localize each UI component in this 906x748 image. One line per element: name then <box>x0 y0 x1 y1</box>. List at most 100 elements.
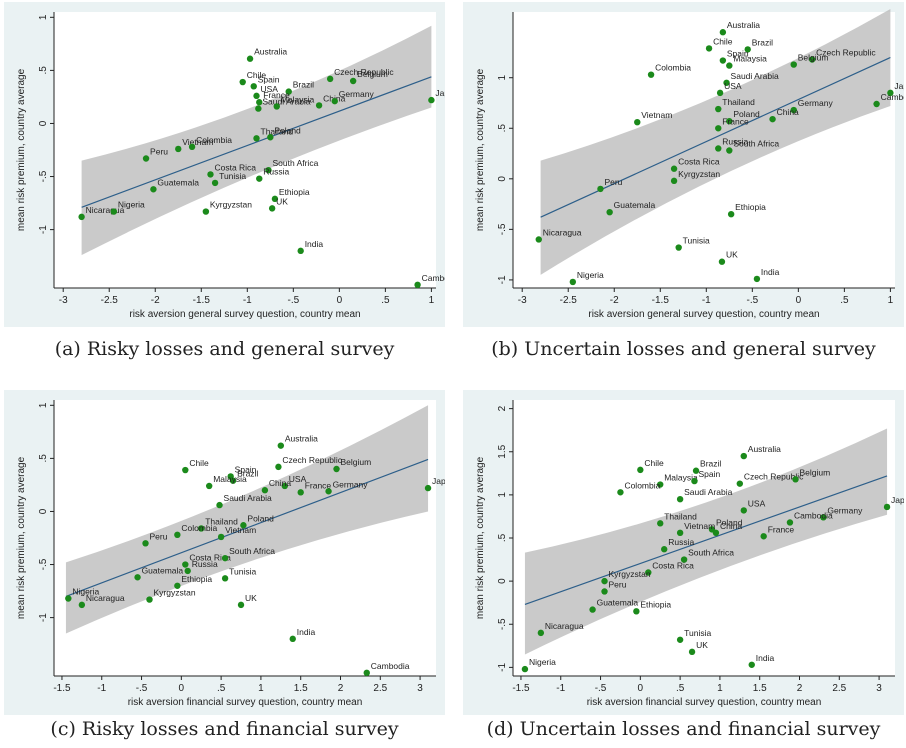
y-tick-label: -1 <box>497 662 508 671</box>
point-label: Tunisia <box>683 236 710 246</box>
data-point <box>680 556 688 563</box>
data-point <box>670 165 678 172</box>
point-label: Brazil <box>700 459 721 469</box>
point-label: Colombia <box>181 523 217 533</box>
data-point <box>256 99 263 106</box>
point-label: Nicaragua <box>86 593 125 603</box>
point-label: UK <box>696 640 708 650</box>
data-point <box>198 525 205 532</box>
data-point <box>661 546 668 553</box>
point-label: Peru <box>609 579 627 589</box>
data-point <box>790 61 797 68</box>
point-label: Australia <box>254 47 287 57</box>
data-point <box>285 88 292 95</box>
data-point <box>281 482 288 490</box>
data-point <box>184 567 191 575</box>
x-axis-label: risk aversion financial survey question,… <box>128 697 363 708</box>
data-point <box>808 56 816 63</box>
confidence-band <box>65 405 429 634</box>
point-label: Ethiopia <box>735 202 766 212</box>
point-label: Saudi Arabia <box>224 493 272 503</box>
point-label: Ethiopia <box>279 187 310 197</box>
data-point <box>617 489 624 496</box>
data-point <box>211 179 219 187</box>
x-tick-label: -.5 <box>136 683 148 694</box>
point-label: Chile <box>644 458 664 468</box>
data-point <box>753 275 761 283</box>
point-label: Kyrgyzstan <box>609 569 651 579</box>
point-label: Tunisia <box>219 171 246 181</box>
y-tick-label: 1.5 <box>497 444 508 458</box>
chart-panel-a: -3 -2.5 -2 -1.5 -1 -.5 0 .5 1 -1 -.5 0 .5 1 risk avers… <box>4 2 445 327</box>
data-point <box>657 481 664 488</box>
confidence-band <box>540 8 891 275</box>
point-label: Brazil <box>237 469 258 479</box>
data-point <box>363 669 370 677</box>
y-tick-label: 1 <box>38 402 49 408</box>
point-label: Chile <box>189 458 209 468</box>
data-point <box>150 186 157 193</box>
data-point <box>331 97 338 105</box>
data-point <box>601 577 608 585</box>
data-point <box>718 258 726 265</box>
data-point <box>202 208 210 215</box>
point-label: France <box>305 480 332 490</box>
data-point <box>716 89 724 97</box>
point-label: Russia <box>668 537 694 547</box>
data-point <box>645 569 652 576</box>
point-label: Belgium <box>357 69 388 79</box>
point-label: UK <box>245 593 257 603</box>
data-point <box>237 601 245 609</box>
point-label: France <box>263 90 290 100</box>
data-point <box>606 208 613 216</box>
point-label: Spain <box>258 74 280 84</box>
point-label: China <box>269 478 291 488</box>
x-axis-label: risk aversion general survey question, c… <box>588 309 819 320</box>
point-label: Germany <box>333 479 369 489</box>
y-tick-label: .5 <box>497 533 508 542</box>
point-label: Peru <box>150 531 168 541</box>
scatter-plot-a: -3 -2.5 -2 -1.5 -1 -.5 0 .5 1 -1 -.5 0 .5 1 risk avers… <box>16 12 445 320</box>
y-tick-label: -.5 <box>38 558 49 570</box>
data-point <box>268 205 276 212</box>
data-point <box>692 467 700 474</box>
data-point <box>315 102 323 109</box>
data-point <box>769 115 776 123</box>
fitted-line <box>81 76 432 208</box>
x-tick-label: -.5 <box>595 683 607 694</box>
x-tick-label: 2 <box>797 683 803 694</box>
caption-d: (d) Uncertain losses and financial surve… <box>486 718 881 740</box>
point-label: Peru <box>604 177 622 187</box>
point-label: Kyrgyzstan <box>678 169 720 179</box>
point-label: Japan <box>894 81 904 91</box>
data-point <box>748 661 755 668</box>
data-point <box>65 595 72 602</box>
data-point <box>786 519 794 526</box>
point-label: Nigeria <box>118 200 145 210</box>
point-label: Peru <box>150 146 168 156</box>
data-point <box>221 554 229 562</box>
point-label: China <box>720 521 742 531</box>
data-point <box>271 195 279 203</box>
data-point <box>705 45 713 52</box>
data-point <box>740 452 747 460</box>
point-label: Germany <box>827 505 863 515</box>
point-label: USA <box>724 81 742 91</box>
x-tick-label: 0 <box>796 295 802 306</box>
x-tick-label: -3 <box>59 295 68 306</box>
x-axis-label: risk aversion financial survey question,… <box>587 697 822 708</box>
x-tick-label: -1.5 <box>512 683 530 694</box>
data-point <box>676 529 684 537</box>
point-label: Saudi Arabia <box>684 487 732 497</box>
data-point <box>647 71 655 78</box>
point-label: Saudi Arabia <box>731 71 779 81</box>
x-tick-label: 1.5 <box>753 683 767 694</box>
confidence-band <box>524 428 888 655</box>
point-label: Guatemala <box>142 565 184 575</box>
fitted-line <box>65 458 429 597</box>
point-label: USA <box>261 84 279 94</box>
point-label: Nicaragua <box>543 227 582 237</box>
y-tick-label: -1 <box>497 275 508 284</box>
data-point <box>326 75 334 83</box>
data-point <box>744 46 751 53</box>
